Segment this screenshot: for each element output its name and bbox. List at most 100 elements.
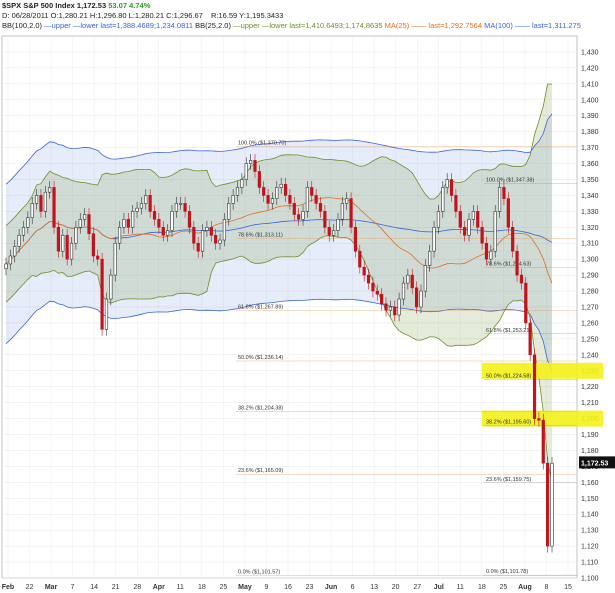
x-tick-label: 28 — [133, 584, 141, 591]
overlay-legend-item: —— last=1,311.275 — [512, 21, 581, 30]
candle-body — [489, 250, 493, 260]
candle-body — [253, 160, 257, 172]
y-tick-label: 1,190 — [581, 432, 599, 439]
candle-body — [406, 274, 410, 284]
fib-left-label: 61.8% ($1,267.89) — [238, 304, 283, 310]
candle-body — [56, 226, 61, 252]
candle-body — [205, 226, 209, 231]
candle-body — [480, 226, 484, 244]
candle-body — [358, 250, 362, 268]
candle-body — [305, 187, 309, 212]
candle-body — [96, 255, 100, 260]
y-tick-label: 1,370 — [581, 145, 599, 152]
y-tick-label: 1,410 — [581, 81, 599, 88]
y-tick-label: 1,300 — [581, 257, 599, 264]
candle-body — [126, 219, 130, 228]
candle-body — [161, 226, 165, 236]
y-tick-label: 1,100 — [581, 576, 599, 583]
candle-body — [292, 203, 296, 215]
candle-body — [87, 214, 91, 234]
fib-right-label: 100.0% ($1,347.38) — [486, 178, 534, 184]
fib-left-label: 0.0% ($1,101.57) — [238, 569, 280, 575]
candle-body — [388, 306, 392, 311]
price-change: 53.07 — [108, 1, 127, 10]
candle-body — [214, 234, 218, 244]
bb25-upper — [5, 83, 553, 226]
candle-body — [131, 211, 135, 228]
candle-body — [384, 303, 388, 311]
last-price-tag — [579, 456, 615, 469]
x-tick-label: Mar — [45, 584, 58, 591]
candle-body — [484, 242, 489, 260]
candle-body — [17, 234, 21, 247]
candle-body — [532, 354, 537, 419]
y-tick-label: 1,320 — [581, 225, 599, 232]
y-tick-label: 1,390 — [581, 113, 599, 120]
y-tick-label: 1,220 — [581, 384, 599, 391]
ry-readout: R:16.59 Y:1,195.3433 — [210, 11, 284, 20]
candle-body — [170, 211, 174, 231]
candle-body — [52, 187, 56, 228]
candle-body — [209, 226, 213, 236]
x-tick-label: 20 — [392, 584, 400, 591]
y-tick-label: 1,380 — [581, 129, 599, 136]
x-tick-label: 8 — [545, 584, 549, 591]
candle-body — [467, 219, 471, 236]
last-price: 1,172.53 — [76, 1, 107, 10]
candle-body — [283, 183, 288, 196]
x-tick-label: 22 — [26, 584, 34, 591]
y-tick-label: 1,180 — [581, 448, 599, 455]
candle-body — [83, 214, 87, 220]
candle-body — [414, 287, 419, 308]
y-tick-label: 1,210 — [581, 400, 599, 407]
y-tick-label: 1,140 — [581, 512, 599, 519]
candle-body — [139, 203, 144, 209]
candle-body — [30, 203, 34, 219]
y-tick-label: 1,260 — [581, 320, 599, 327]
fib-highlight-band — [482, 410, 603, 427]
x-tick-label: Apr — [153, 584, 165, 591]
candle-body — [502, 187, 506, 199]
candle-body — [340, 203, 344, 220]
y-tick-label: 1,110 — [581, 560, 598, 567]
candle-body — [270, 198, 275, 204]
y-tick-label: 1,160 — [581, 480, 599, 487]
y-tick-label: 1,340 — [581, 193, 599, 200]
y-tick-label: 1,350 — [581, 177, 599, 184]
candle-body — [362, 266, 366, 276]
y-tick-label: 1,250 — [581, 336, 599, 343]
candle-body — [152, 211, 157, 220]
candle-body — [8, 255, 12, 265]
candle-body — [61, 234, 65, 252]
fib-left-label: 78.6% ($1,313.11) — [238, 232, 283, 238]
x-tick-label: 11 — [177, 584, 184, 591]
x-tick-label: 16 — [284, 584, 292, 591]
fib-highlight-band — [482, 362, 603, 379]
candle-body — [493, 211, 497, 252]
price-change-pct: 4.74% — [129, 1, 151, 10]
candle-body — [432, 226, 436, 252]
overlay-legend-item: —— last=1,292.7564 — [409, 21, 485, 30]
y-tick-label: 1,330 — [581, 209, 599, 216]
candle-body — [550, 462, 554, 547]
candle-body — [380, 293, 384, 305]
candle-body — [122, 219, 126, 228]
x-tick-label: 11 — [457, 584, 464, 591]
candle-body — [471, 211, 475, 220]
x-tick-label: 21 — [112, 584, 120, 591]
x-tick-label: 27 — [413, 584, 421, 591]
candle-body — [13, 246, 17, 257]
bb100-upper — [5, 113, 553, 185]
candle-body — [218, 239, 222, 244]
x-tick-label: Jun — [325, 584, 337, 591]
x-tick-label: Feb — [2, 584, 14, 591]
candle-body — [441, 187, 445, 212]
candle-body — [401, 282, 406, 300]
bb25-lower — [5, 235, 553, 483]
candle-body — [148, 195, 152, 212]
candle-body — [375, 290, 379, 295]
y-tick-label: 1,120 — [581, 544, 599, 551]
candle-body — [449, 179, 454, 196]
candle-body — [327, 226, 331, 236]
